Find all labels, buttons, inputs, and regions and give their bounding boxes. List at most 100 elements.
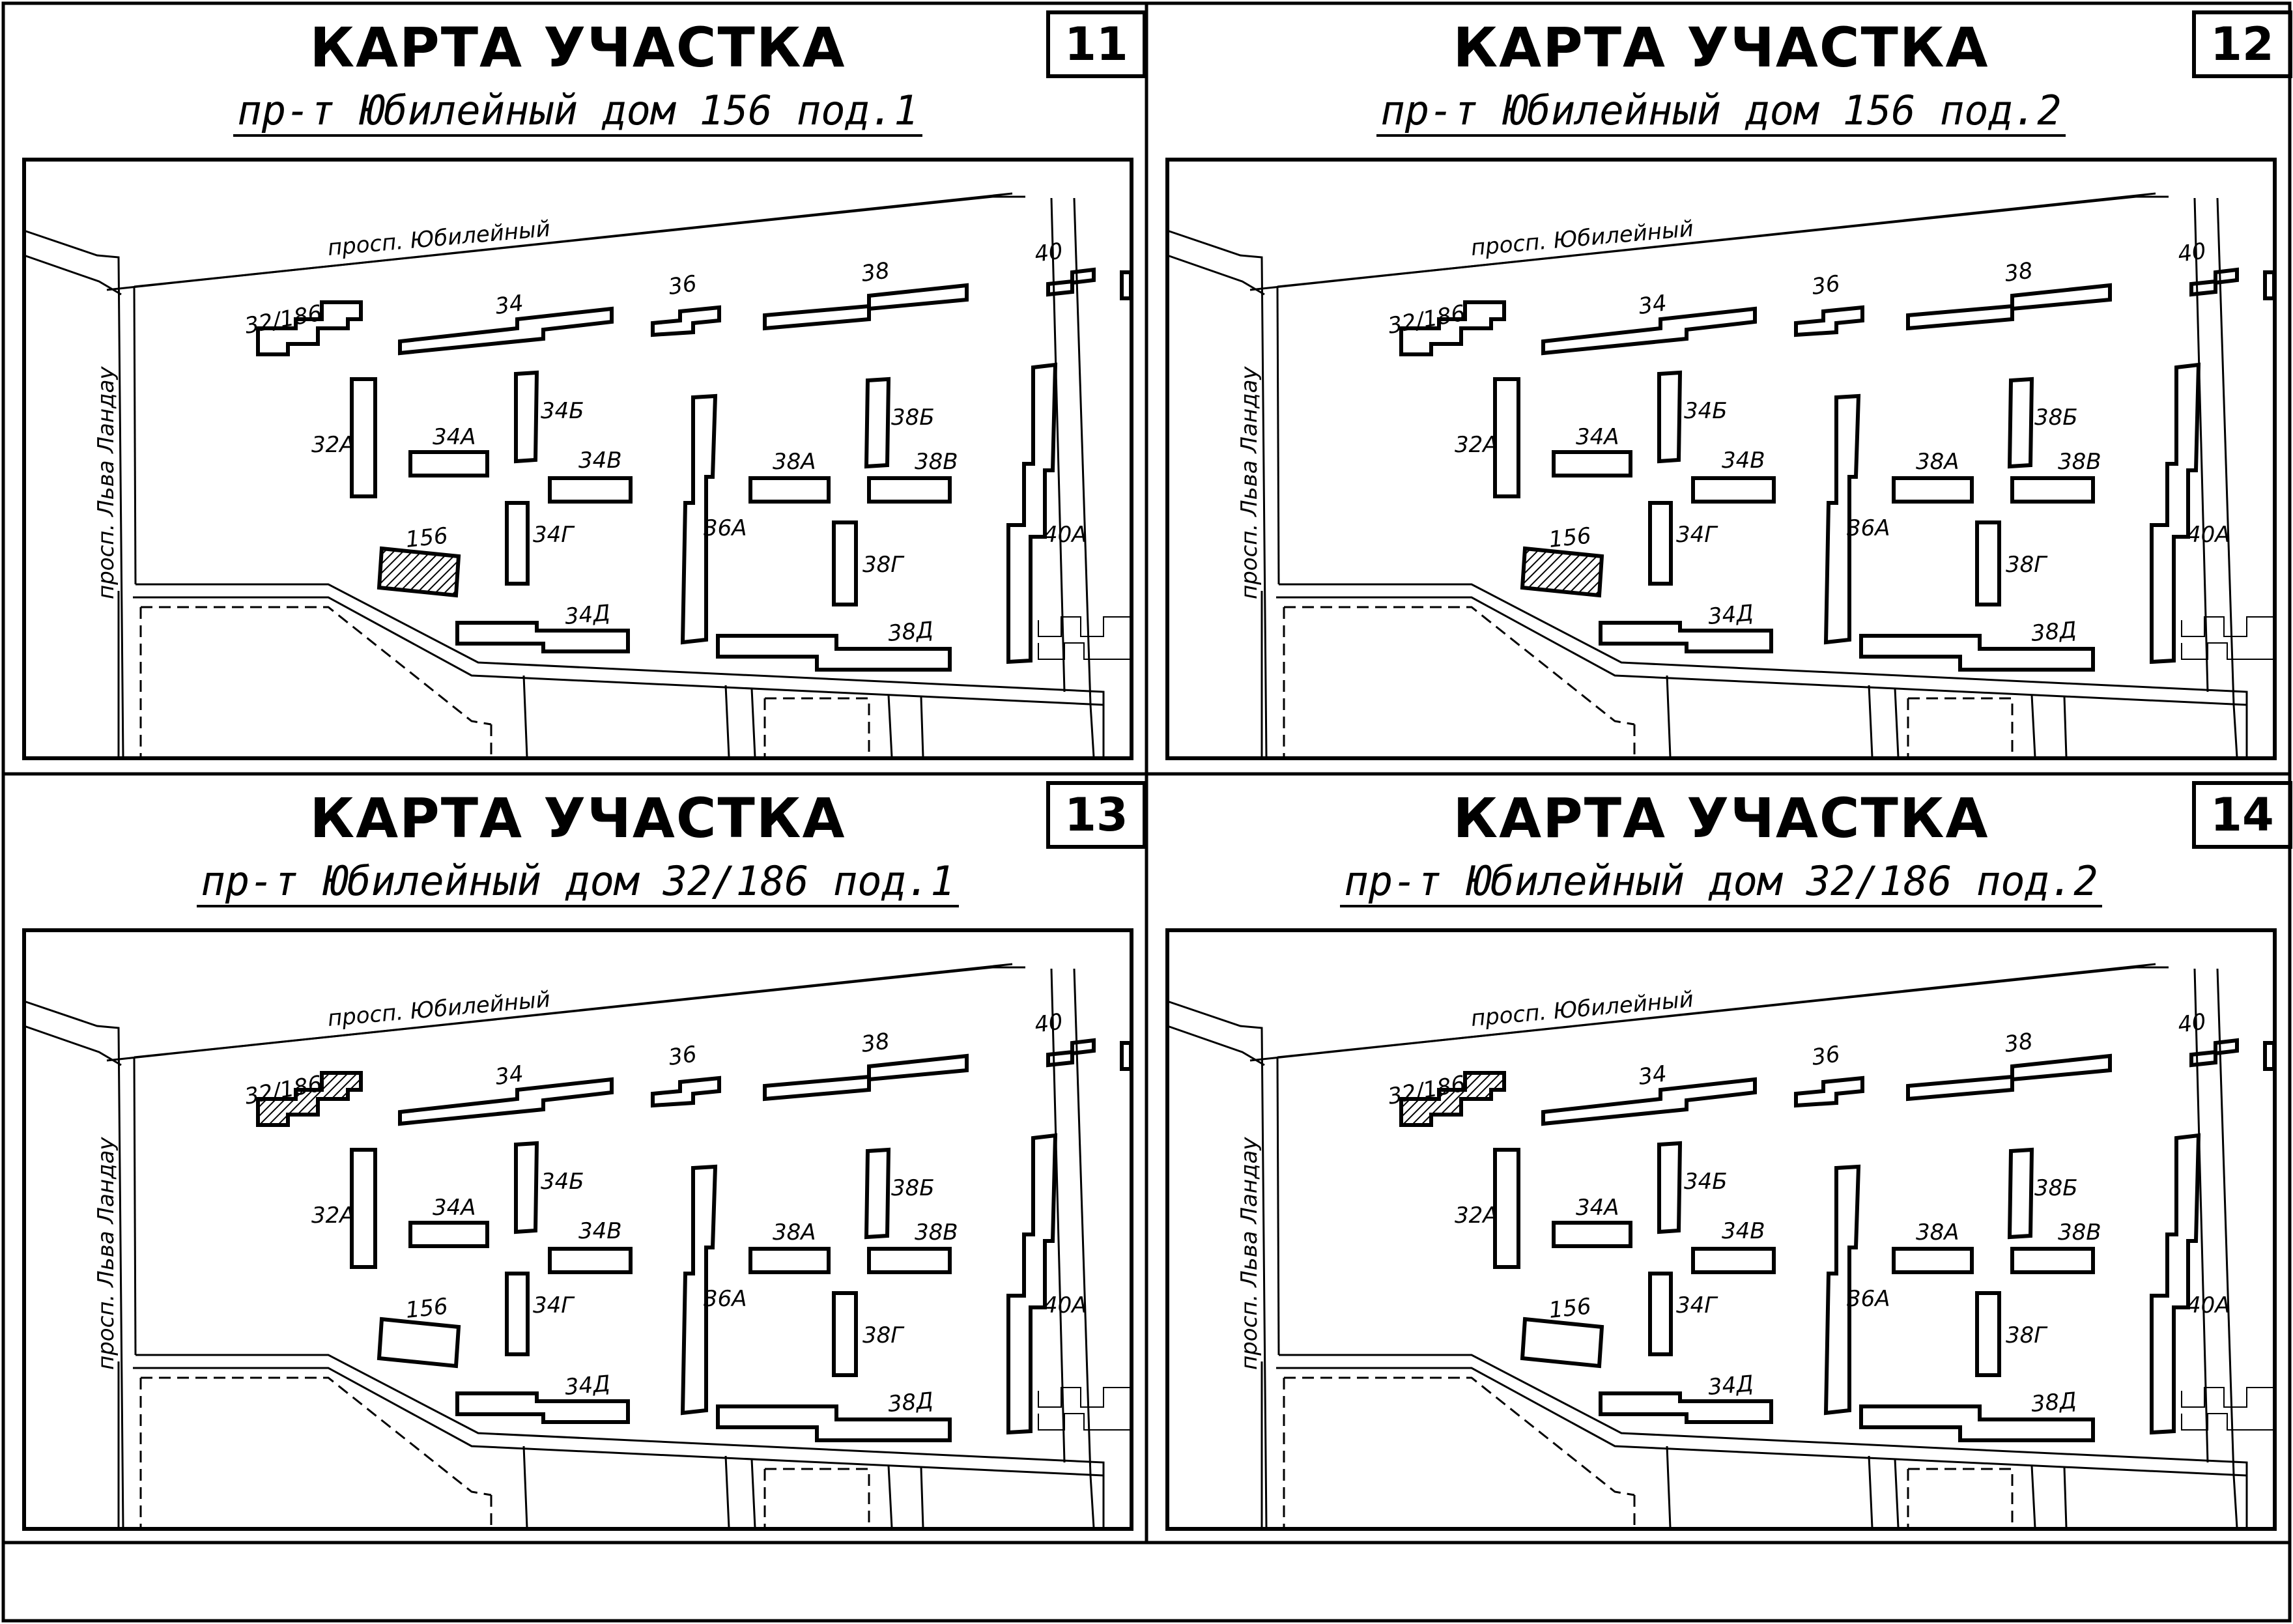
building-34b xyxy=(1657,1141,1683,1234)
label-38v: 38В xyxy=(2058,449,2101,475)
building-38g xyxy=(832,520,858,606)
building-34d xyxy=(455,621,630,653)
label-38b: 38Б xyxy=(2034,405,2078,431)
dashed-lots xyxy=(139,1376,870,1528)
building-40 xyxy=(2189,1038,2239,1068)
label-40a: 40А xyxy=(2187,1292,2230,1318)
building-36a xyxy=(680,393,718,645)
building-34d xyxy=(1599,1391,1773,1424)
building-38d xyxy=(716,634,952,672)
label-38v: 38В xyxy=(915,1219,958,1246)
panel-title: КАРТА УЧАСТКА xyxy=(1453,16,1989,79)
label-38v: 38В xyxy=(2058,1219,2101,1246)
building-34 xyxy=(1541,306,1757,356)
building-38v xyxy=(867,1247,952,1274)
building-32a xyxy=(350,1148,377,1269)
landau-avenue-label: просп. Льва Ландау xyxy=(93,1137,119,1370)
panel-subtitle-text: пр-т Юбилейный дом 32/186 под.1 xyxy=(197,857,959,907)
site-map: просп. Юбилейный просп. Льва Ландау 32/1… xyxy=(22,928,1133,1531)
label-38g: 38Г xyxy=(862,552,905,578)
label-36a: 36А xyxy=(704,1286,747,1312)
label-38a: 38А xyxy=(773,449,816,475)
building-40-edge xyxy=(2263,270,2276,300)
panel-number: 11 xyxy=(1046,10,1146,78)
label-34b: 34Б xyxy=(1684,1169,1728,1195)
label-38a: 38А xyxy=(1916,449,1959,475)
label-38: 38 xyxy=(860,257,891,287)
building-34d xyxy=(1599,621,1773,653)
label-34v: 34В xyxy=(1722,448,1765,474)
label-38g: 38Г xyxy=(862,1322,905,1348)
street-labels: просп. Юбилейный просп. Льва Ландау xyxy=(1236,216,1694,599)
building-36a xyxy=(1823,1164,1861,1416)
building-32a xyxy=(1493,1148,1520,1269)
panel-title: КАРТА УЧАСТКА xyxy=(1453,786,1989,850)
building-38 xyxy=(1906,283,2112,331)
site-map: просп. Юбилейный просп. Льва Ландау 32/1… xyxy=(22,158,1133,760)
label-36: 36 xyxy=(667,270,698,300)
label-34v: 34В xyxy=(578,448,622,474)
building-38a xyxy=(748,476,831,504)
building-34b xyxy=(1657,370,1683,464)
dashed-lots xyxy=(1283,1376,2014,1528)
label-34v: 34В xyxy=(578,1218,622,1244)
panel-subtitle: пр-т Юбилейный дом 32/186 под.2 xyxy=(1150,854,2292,909)
building-38d xyxy=(1859,634,2095,672)
label-34g: 34Г xyxy=(1676,522,1718,548)
roads xyxy=(1167,963,2248,1528)
label-36: 36 xyxy=(1810,270,1842,300)
landau-avenue-label: просп. Льва Ландау xyxy=(1236,366,1262,599)
label-34a: 34А xyxy=(433,424,476,450)
panel-subtitle: пр-т Юбилейный дом 156 под.2 xyxy=(1150,83,2292,138)
building-38v xyxy=(2010,476,2095,504)
label-34g: 34Г xyxy=(533,522,575,548)
street-labels: просп. Юбилейный просп. Льва Ландау xyxy=(93,216,551,599)
small-structure xyxy=(2181,1387,2273,1431)
label-38a: 38А xyxy=(1916,1219,1959,1246)
panel-title: КАРТА УЧАСТКА xyxy=(309,786,846,850)
map-frame xyxy=(1165,158,2277,760)
label-40a: 40А xyxy=(1044,522,1087,548)
label-36: 36 xyxy=(667,1041,698,1071)
label-34g: 34Г xyxy=(533,1292,575,1318)
label-32-186: 32/186 xyxy=(1386,300,1468,339)
panel-subtitle-text: пр-т Юбилейный дом 32/186 под.2 xyxy=(1340,857,2102,907)
roads xyxy=(23,192,1105,758)
label-34: 34 xyxy=(1637,290,1668,320)
label-36a: 36А xyxy=(1847,515,1890,541)
building-156 xyxy=(377,1317,461,1369)
building-40-edge xyxy=(2263,1041,2276,1071)
label-32-186: 32/186 xyxy=(243,300,324,339)
label-34: 34 xyxy=(1637,1061,1668,1090)
building-32-186 xyxy=(256,300,363,356)
building-34a xyxy=(408,1221,489,1248)
buildings xyxy=(1399,267,2276,672)
label-34a: 34А xyxy=(1576,424,1619,450)
label-36a: 36А xyxy=(1847,1286,1890,1312)
building-34a xyxy=(408,450,489,477)
building-32a xyxy=(1493,377,1520,498)
building-38d xyxy=(716,1404,952,1442)
building-36 xyxy=(651,1076,721,1108)
building-34a xyxy=(1552,450,1632,477)
label-156: 156 xyxy=(1548,1293,1593,1324)
label-38b: 38Б xyxy=(891,1175,935,1201)
label-38: 38 xyxy=(2003,1028,2034,1058)
building-38g xyxy=(832,1291,858,1377)
building-38a xyxy=(1892,1247,1974,1274)
buildings xyxy=(1399,1038,2276,1442)
label-156: 156 xyxy=(405,1293,449,1324)
label-40: 40 xyxy=(2176,1008,2208,1038)
panel-number: 13 xyxy=(1046,781,1146,849)
building-40a xyxy=(2150,1133,2201,1435)
landau-avenue-label: просп. Льва Ландау xyxy=(93,366,119,599)
label-40: 40 xyxy=(1033,1008,1064,1038)
street-labels: просп. Юбилейный просп. Льва Ландау xyxy=(93,986,551,1370)
building-32-186 xyxy=(1399,300,1506,356)
panel-subtitle: пр-т Юбилейный дом 156 под.1 xyxy=(7,83,1149,138)
site-map: просп. Юбилейный просп. Льва Ландау 32/1… xyxy=(1165,158,2277,760)
building-40 xyxy=(1046,1038,1096,1068)
label-38d: 38Д xyxy=(2030,617,2077,647)
label-38d: 38Д xyxy=(2030,1388,2077,1417)
